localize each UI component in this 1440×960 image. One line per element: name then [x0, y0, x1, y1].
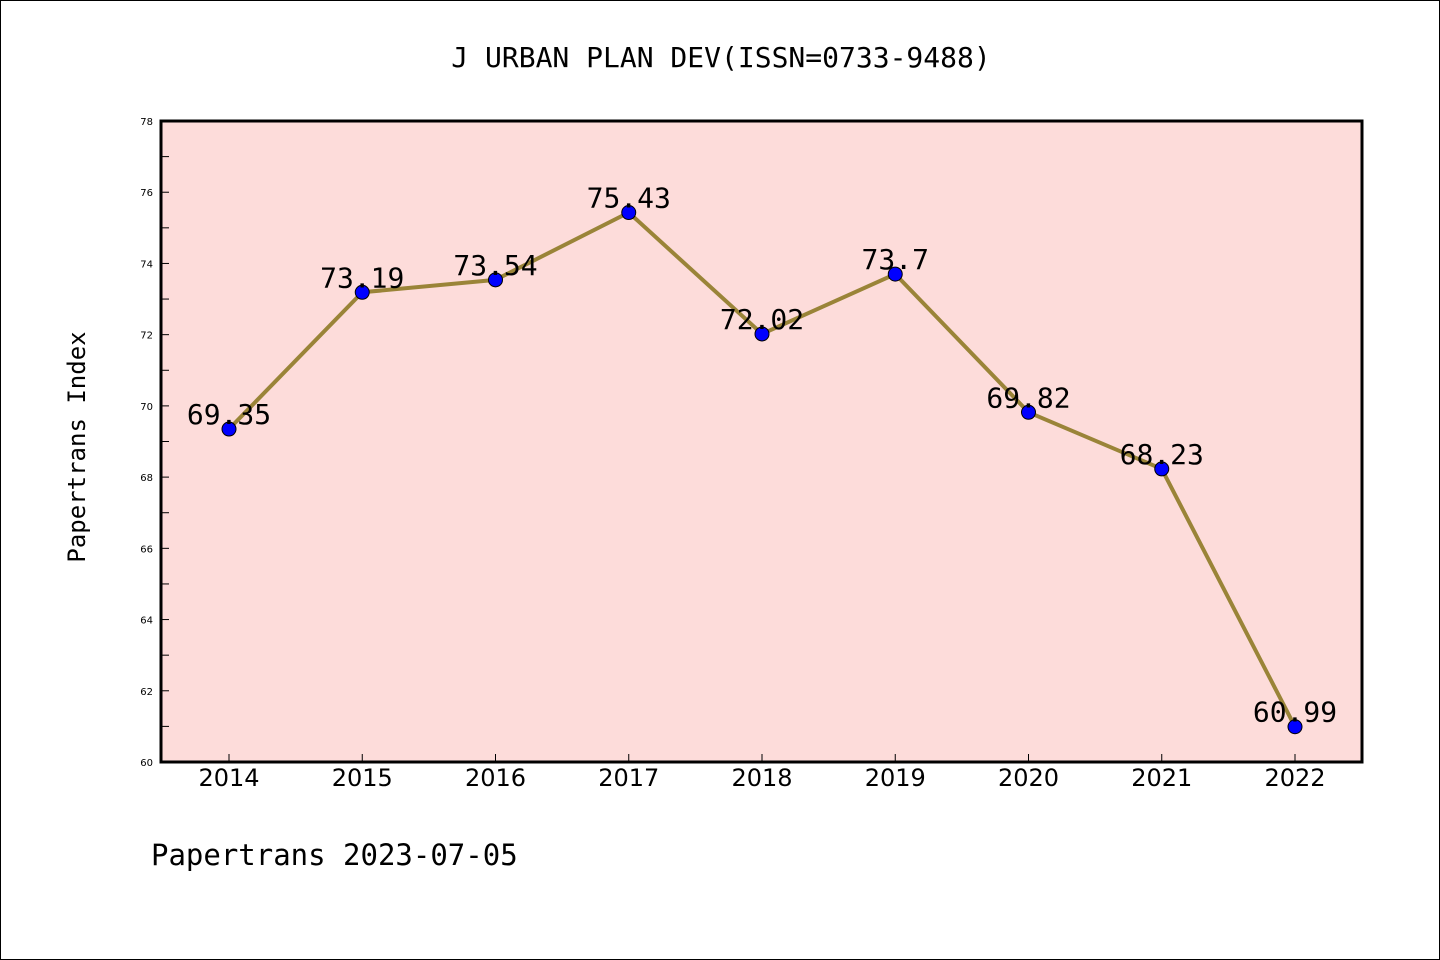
data-label: 73.7: [862, 243, 929, 276]
x-tick-label: 2018: [731, 764, 792, 792]
x-tick-label: 2014: [198, 764, 259, 792]
data-point-marker: [621, 205, 637, 221]
data-point-marker: [221, 421, 237, 437]
data-label: 75.43: [587, 182, 671, 215]
x-tick-label: 2017: [598, 764, 659, 792]
y-tick-label: 70: [140, 402, 153, 413]
data-point-marker: [887, 266, 903, 282]
plot-area: [161, 121, 1362, 762]
data-label: 73.19: [320, 261, 404, 294]
y-tick-label: 68: [140, 473, 153, 484]
series-layer: 69.35 73.19 73.54 75.43 72.02 73.7 69.82 68.23 6…: [187, 182, 1337, 735]
data-label: 68.23: [1120, 438, 1204, 471]
data-point-marker: [1154, 461, 1170, 477]
data-point-marker: [488, 272, 503, 288]
chart-title: J URBAN PLAN DEV(ISSN=0733-9488): [451, 41, 990, 74]
plot-border: [159, 119, 1364, 764]
data-label: 73.54: [453, 249, 537, 282]
y-tick-label: 64: [140, 616, 153, 627]
data-point-marker: [1287, 719, 1303, 735]
data-label: 72.02: [720, 303, 804, 336]
y-tick-label: 74: [140, 259, 153, 270]
y-axis-label: Papertrans Index: [63, 331, 91, 562]
x-tick-label: 2019: [865, 764, 926, 792]
data-point-marker: [354, 284, 370, 300]
data-label: 60.99: [1253, 696, 1337, 729]
footer-text: Papertrans 2023-07-05: [151, 838, 518, 872]
x-tick-label: 2021: [1131, 764, 1192, 792]
x-tick-label: 2016: [465, 764, 526, 792]
y-tick-label: 60: [140, 758, 153, 769]
y-tick-label: 66: [140, 544, 153, 555]
y-tick-label: 78: [140, 117, 153, 128]
data-point-marker: [1021, 404, 1036, 420]
y-tick-label: 62: [140, 687, 153, 698]
x-tick-label: 2020: [998, 764, 1059, 792]
y-tick-label: 76: [140, 188, 153, 199]
x-tick-label: 2015: [332, 764, 393, 792]
data-label: 69.82: [986, 381, 1070, 414]
y-tick-label: 72: [140, 331, 153, 342]
data-label: 69.35: [187, 398, 271, 431]
x-axis: 2014 2015 2016 2017 2018 2019 2020 2021 2022: [198, 754, 1326, 792]
x-tick-label: 2022: [1264, 764, 1325, 792]
data-point-marker: [754, 326, 770, 342]
